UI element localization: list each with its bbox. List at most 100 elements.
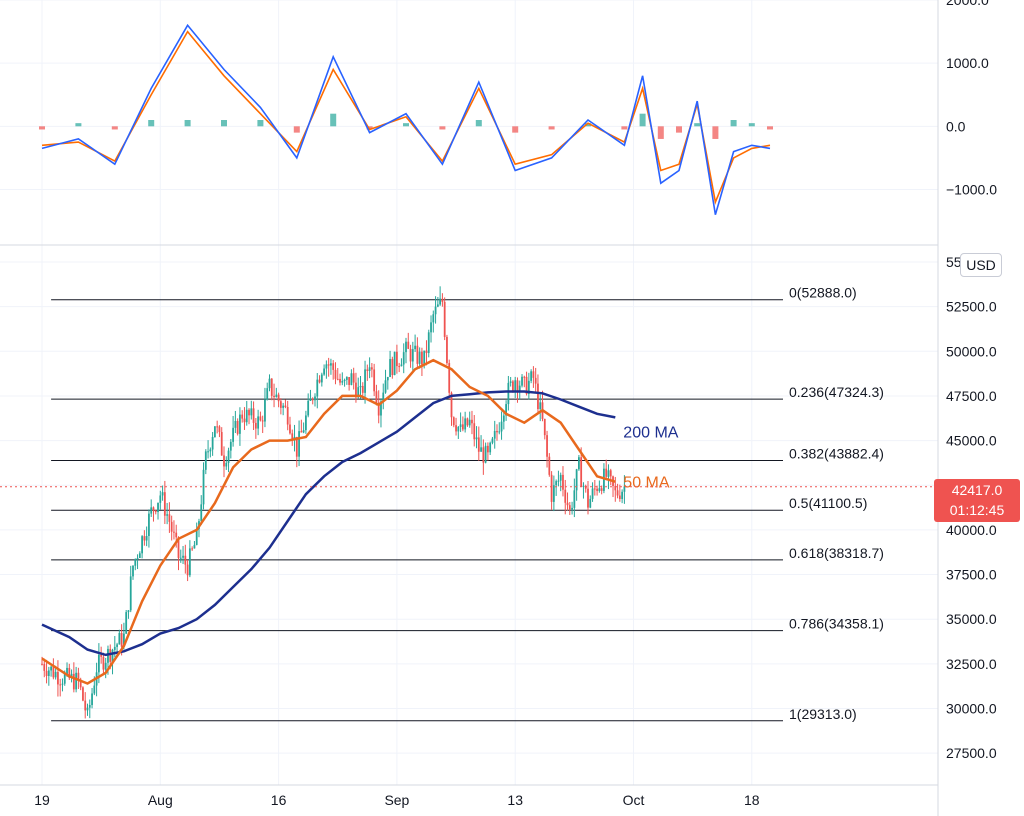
candle-body [539, 402, 542, 410]
candle-body [93, 685, 96, 694]
price-tick-label: 52500.0 [946, 299, 997, 315]
candle-body [116, 644, 118, 647]
macd-tick-label: 2000.0 [946, 0, 989, 8]
macd-histogram-bar [712, 126, 719, 139]
candle-body [557, 480, 560, 482]
candle-body [530, 371, 533, 381]
price-pane[interactable]: 0(52888.0) 0.236(47324.3) 0.382(43882.4) 0.… [0, 285, 938, 722]
candle-body [325, 364, 328, 369]
candle-body [216, 426, 219, 428]
candle-body [446, 336, 448, 364]
candle-body [218, 426, 221, 433]
candle-body [414, 345, 416, 350]
candle-body [334, 369, 337, 379]
macd-histogram-bar [585, 123, 591, 127]
ma200-label: 200 MA [623, 424, 678, 441]
candle-body [496, 430, 498, 433]
candle-body [448, 363, 451, 393]
candle-body [207, 451, 209, 453]
candle-body [436, 304, 439, 307]
candle-body [455, 425, 457, 432]
candle-body [66, 667, 68, 674]
candle-body [575, 469, 578, 491]
currency-badge[interactable]: USD [960, 253, 1002, 277]
candle-body [548, 456, 551, 475]
candle-body [475, 437, 478, 440]
candle-body [568, 505, 571, 510]
price-tick-label: 47500.0 [946, 388, 997, 404]
candle-body [227, 450, 230, 463]
candle-body [384, 380, 387, 393]
ma50-label: 50 MA [623, 475, 670, 492]
candle-body [170, 521, 173, 532]
candle-body [518, 385, 521, 391]
macd-histogram-bar [111, 126, 118, 130]
fibonacci-retracement[interactable]: 0(52888.0) 0.236(47324.3) 0.382(43882.4) 0.… [51, 285, 884, 722]
candle-body [364, 369, 366, 393]
candle-body [243, 418, 246, 423]
candle-body [493, 430, 496, 439]
fib-level-label: 0.786(34358.1) [789, 616, 884, 632]
price-tick-label: 30000.0 [946, 700, 997, 716]
candle-body [427, 332, 430, 354]
price-tick-label: 37500.0 [946, 567, 997, 583]
candle-body [143, 536, 146, 541]
macd-histogram-bar [676, 126, 682, 133]
candle-body [150, 507, 153, 514]
candle-body [182, 555, 184, 558]
candle-body [416, 345, 419, 364]
candle-body [311, 398, 314, 401]
candle-body [141, 536, 143, 554]
macd-y-axis[interactable]: 2000.0 1000.0 0.0 −1000.0 [946, 0, 997, 197]
candle-body [59, 684, 62, 686]
candle-body [450, 392, 453, 418]
candle-body [286, 407, 289, 425]
candle-body [129, 576, 132, 611]
time-tick-label: Oct [623, 792, 645, 808]
candle-body [234, 420, 237, 428]
candle-body [86, 707, 89, 711]
candlesticks [41, 286, 626, 719]
candle-countdown: 01:12:45 [949, 502, 1005, 518]
candle-body [166, 514, 169, 516]
price-tick-label: 40000.0 [946, 522, 997, 538]
candle-body [375, 391, 378, 403]
candle-body [525, 376, 528, 395]
candle-body [598, 488, 601, 491]
candle-body [596, 488, 598, 491]
candle-body [239, 414, 241, 434]
candle-body [305, 415, 307, 431]
candle-body [52, 666, 55, 678]
candle-body [502, 415, 505, 422]
candle-body [145, 535, 148, 541]
candle-body [345, 377, 348, 380]
candle-body [307, 400, 310, 416]
candle-body [566, 502, 569, 506]
macd-pane[interactable] [39, 23, 773, 215]
candle-body [527, 380, 530, 395]
candle-body [179, 557, 182, 559]
candle-body [330, 363, 332, 366]
candle-body [57, 671, 59, 685]
candle-body [229, 441, 232, 451]
candle-body [109, 648, 112, 662]
candle-body [396, 351, 398, 367]
candle-body [605, 468, 608, 477]
candle-body [75, 672, 78, 690]
candle-body [357, 387, 360, 398]
candle-body [468, 419, 471, 426]
time-x-axis[interactable]: 19 Aug 16 Sep 13 Oct 18 [34, 792, 760, 808]
candle-body [430, 322, 432, 333]
candle-body [136, 557, 139, 560]
candle-body [591, 488, 594, 499]
candle-body [300, 431, 303, 433]
fib-level-label: 1(29313.0) [789, 706, 857, 722]
candle-body [177, 537, 180, 558]
candle-body [275, 394, 278, 397]
fib-level-label: 0.236(47324.3) [789, 384, 884, 400]
candle-body [418, 351, 421, 364]
candle-body [441, 298, 444, 302]
candle-body [484, 445, 487, 463]
